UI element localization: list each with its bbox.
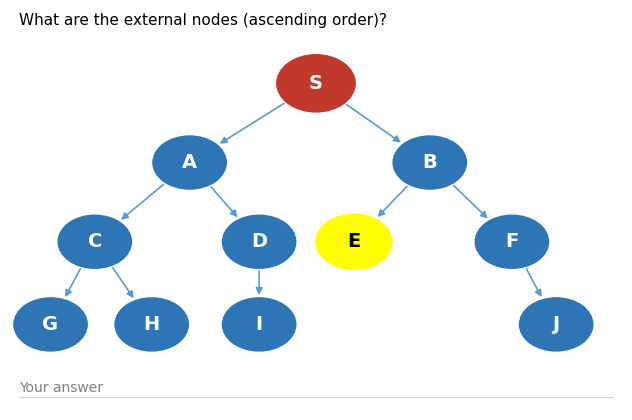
Text: B: B [422,153,437,172]
Ellipse shape [58,215,131,268]
Text: Your answer: Your answer [19,381,103,395]
Ellipse shape [520,298,593,351]
Text: H: H [143,315,160,334]
Ellipse shape [14,298,87,351]
Ellipse shape [222,215,296,268]
Text: E: E [348,232,360,251]
Text: D: D [251,232,267,251]
Text: S: S [309,74,323,93]
Ellipse shape [316,214,392,269]
Ellipse shape [277,55,355,112]
Ellipse shape [475,215,549,268]
Ellipse shape [393,136,466,189]
Text: F: F [506,232,518,251]
Text: A: A [182,153,197,172]
Text: G: G [42,315,59,334]
Text: I: I [255,315,263,334]
Text: C: C [88,232,102,251]
Ellipse shape [153,136,226,189]
Text: J: J [552,315,560,334]
Ellipse shape [222,298,296,351]
Ellipse shape [115,298,188,351]
Text: What are the external nodes (ascending order)?: What are the external nodes (ascending o… [19,13,387,28]
